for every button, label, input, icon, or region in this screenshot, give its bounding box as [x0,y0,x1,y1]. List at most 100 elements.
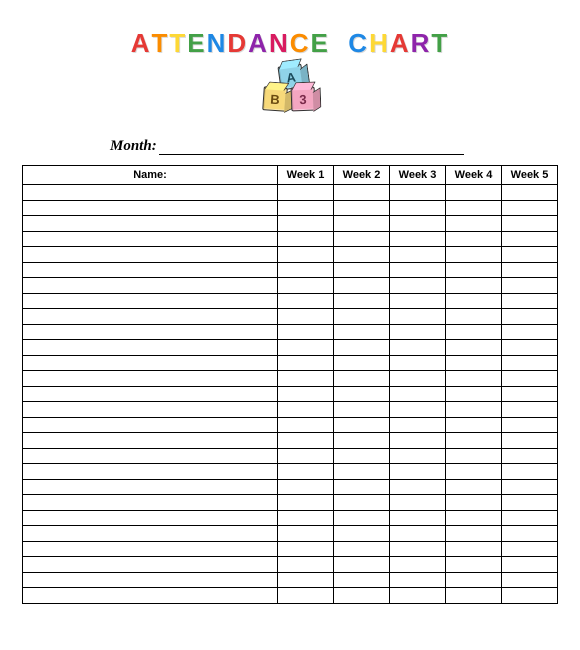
cell-week4[interactable] [446,309,502,325]
cell-week2[interactable] [334,402,390,418]
cell-week2[interactable] [334,433,390,449]
cell-week4[interactable] [446,572,502,588]
cell-week5[interactable] [502,448,558,464]
cell-week2[interactable] [334,588,390,604]
cell-week3[interactable] [390,402,446,418]
cell-name[interactable] [23,541,278,557]
month-input-line[interactable] [159,141,464,155]
cell-name[interactable] [23,371,278,387]
cell-week3[interactable] [390,262,446,278]
cell-week4[interactable] [446,557,502,573]
cell-name[interactable] [23,247,278,263]
cell-name[interactable] [23,526,278,542]
cell-week3[interactable] [390,231,446,247]
cell-week3[interactable] [390,448,446,464]
cell-name[interactable] [23,231,278,247]
cell-week5[interactable] [502,433,558,449]
cell-week4[interactable] [446,541,502,557]
cell-week2[interactable] [334,200,390,216]
cell-name[interactable] [23,355,278,371]
cell-week2[interactable] [334,479,390,495]
cell-week4[interactable] [446,324,502,340]
cell-week1[interactable] [278,262,334,278]
cell-week1[interactable] [278,402,334,418]
cell-week1[interactable] [278,309,334,325]
cell-name[interactable] [23,510,278,526]
cell-week3[interactable] [390,526,446,542]
cell-week3[interactable] [390,572,446,588]
cell-week3[interactable] [390,340,446,356]
cell-name[interactable] [23,433,278,449]
cell-week5[interactable] [502,526,558,542]
cell-week2[interactable] [334,495,390,511]
cell-week4[interactable] [446,340,502,356]
cell-name[interactable] [23,324,278,340]
cell-week2[interactable] [334,572,390,588]
cell-week1[interactable] [278,417,334,433]
cell-week5[interactable] [502,371,558,387]
cell-name[interactable] [23,200,278,216]
cell-week1[interactable] [278,355,334,371]
cell-week4[interactable] [446,262,502,278]
cell-week3[interactable] [390,293,446,309]
cell-week5[interactable] [502,464,558,480]
cell-week1[interactable] [278,293,334,309]
cell-name[interactable] [23,557,278,573]
cell-week3[interactable] [390,278,446,294]
cell-week5[interactable] [502,293,558,309]
cell-week2[interactable] [334,262,390,278]
cell-week4[interactable] [446,402,502,418]
cell-week4[interactable] [446,231,502,247]
cell-week5[interactable] [502,185,558,201]
cell-week3[interactable] [390,324,446,340]
cell-name[interactable] [23,309,278,325]
cell-week1[interactable] [278,495,334,511]
cell-week2[interactable] [334,185,390,201]
cell-week5[interactable] [502,541,558,557]
cell-week4[interactable] [446,278,502,294]
cell-week5[interactable] [502,588,558,604]
cell-name[interactable] [23,278,278,294]
cell-name[interactable] [23,386,278,402]
cell-week2[interactable] [334,371,390,387]
cell-week5[interactable] [502,402,558,418]
cell-week3[interactable] [390,417,446,433]
cell-week2[interactable] [334,309,390,325]
cell-week1[interactable] [278,448,334,464]
cell-week3[interactable] [390,495,446,511]
cell-week5[interactable] [502,557,558,573]
cell-week2[interactable] [334,293,390,309]
cell-week4[interactable] [446,526,502,542]
cell-week2[interactable] [334,448,390,464]
cell-name[interactable] [23,216,278,232]
cell-week2[interactable] [334,355,390,371]
cell-week5[interactable] [502,247,558,263]
cell-week1[interactable] [278,479,334,495]
cell-week5[interactable] [502,278,558,294]
cell-week3[interactable] [390,479,446,495]
cell-week5[interactable] [502,479,558,495]
cell-week4[interactable] [446,495,502,511]
cell-week2[interactable] [334,557,390,573]
cell-week3[interactable] [390,433,446,449]
cell-week5[interactable] [502,417,558,433]
cell-week1[interactable] [278,324,334,340]
cell-week1[interactable] [278,216,334,232]
cell-week4[interactable] [446,293,502,309]
cell-week3[interactable] [390,557,446,573]
cell-week4[interactable] [446,433,502,449]
cell-name[interactable] [23,572,278,588]
cell-week3[interactable] [390,309,446,325]
cell-week2[interactable] [334,216,390,232]
cell-week2[interactable] [334,417,390,433]
cell-week3[interactable] [390,541,446,557]
cell-name[interactable] [23,185,278,201]
cell-week1[interactable] [278,433,334,449]
cell-week3[interactable] [390,200,446,216]
cell-week2[interactable] [334,278,390,294]
cell-week5[interactable] [502,386,558,402]
cell-week4[interactable] [446,588,502,604]
cell-name[interactable] [23,479,278,495]
cell-week1[interactable] [278,200,334,216]
cell-week5[interactable] [502,231,558,247]
